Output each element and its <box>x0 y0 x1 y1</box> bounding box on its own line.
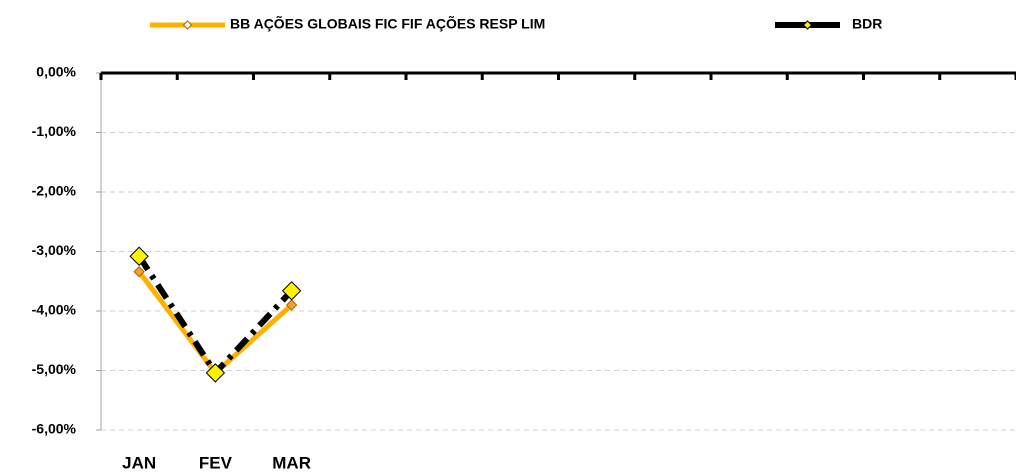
series-line <box>136 254 294 376</box>
y-tick-label: -3,00% <box>32 242 77 258</box>
x-tick-label: MAR <box>272 453 311 472</box>
y-tick-label: 0,00% <box>36 64 76 80</box>
legend-marker <box>802 20 813 30</box>
legend-label: BDR <box>852 16 882 32</box>
marker <box>133 266 145 278</box>
legend-marker <box>182 20 193 30</box>
marker <box>285 299 298 311</box>
y-tick-label: -5,00% <box>32 361 77 377</box>
y-tick-label: -6,00% <box>32 421 77 437</box>
legend-label: BB AÇÕES GLOBAIS FIC FIF AÇÕES RESP LIM <box>230 15 545 32</box>
x-tick-label: FEV <box>199 453 233 472</box>
y-tick-label: -1,00% <box>32 123 77 139</box>
x-tick-label: JAN <box>122 453 156 472</box>
y-tick-label: -2,00% <box>32 183 77 199</box>
y-tick-label: -4,00% <box>32 302 77 318</box>
marker <box>205 363 226 383</box>
marker <box>129 246 149 266</box>
marker <box>281 281 302 301</box>
